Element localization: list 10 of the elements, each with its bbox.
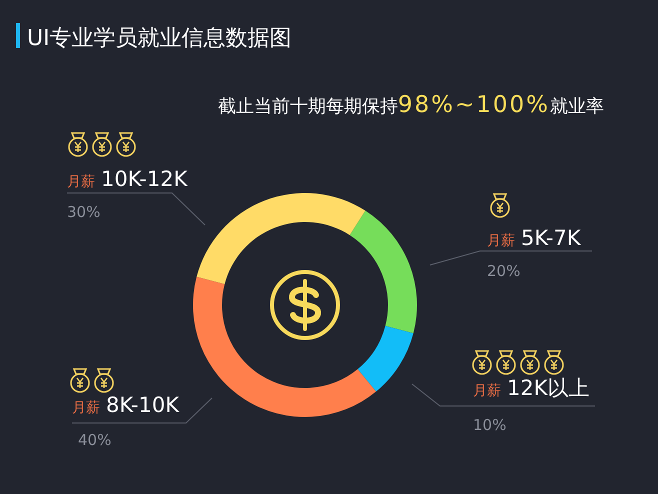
data-label: 20% xyxy=(487,262,520,280)
data-label: 30% xyxy=(67,203,100,221)
slice-label: 月薪 12K以上 xyxy=(473,376,590,400)
data-label: 10% xyxy=(473,416,506,434)
legend-label: 月薪 10K-12K xyxy=(67,167,189,191)
chart-title: UI专业学员就业信息数据图 xyxy=(27,26,292,51)
chart-subtitle: 截止当前十期每期保持98%~100%就业率 xyxy=(218,92,604,118)
slice-label: 月薪 5K-7K xyxy=(487,226,582,250)
data-label: 40% xyxy=(78,431,112,449)
slice-label: 月薪 8K-10K xyxy=(72,393,180,417)
